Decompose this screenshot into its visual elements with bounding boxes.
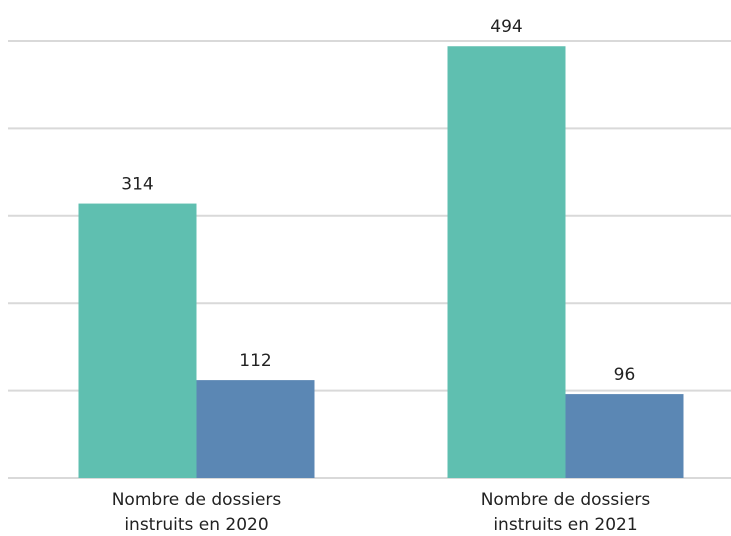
- x-tick-label: Nombre de dossiers instruits en 2021: [480, 490, 651, 535]
- bar: [565, 394, 684, 478]
- bar: [78, 203, 197, 478]
- value-label: 96: [614, 365, 636, 385]
- bar: [196, 380, 315, 478]
- x-tick-label: Nombre de dossiers instruits en 2020: [111, 490, 282, 535]
- bar: [447, 46, 566, 479]
- value-label: 314: [121, 175, 153, 195]
- value-label: 112: [239, 351, 271, 371]
- value-label: 494: [490, 17, 522, 37]
